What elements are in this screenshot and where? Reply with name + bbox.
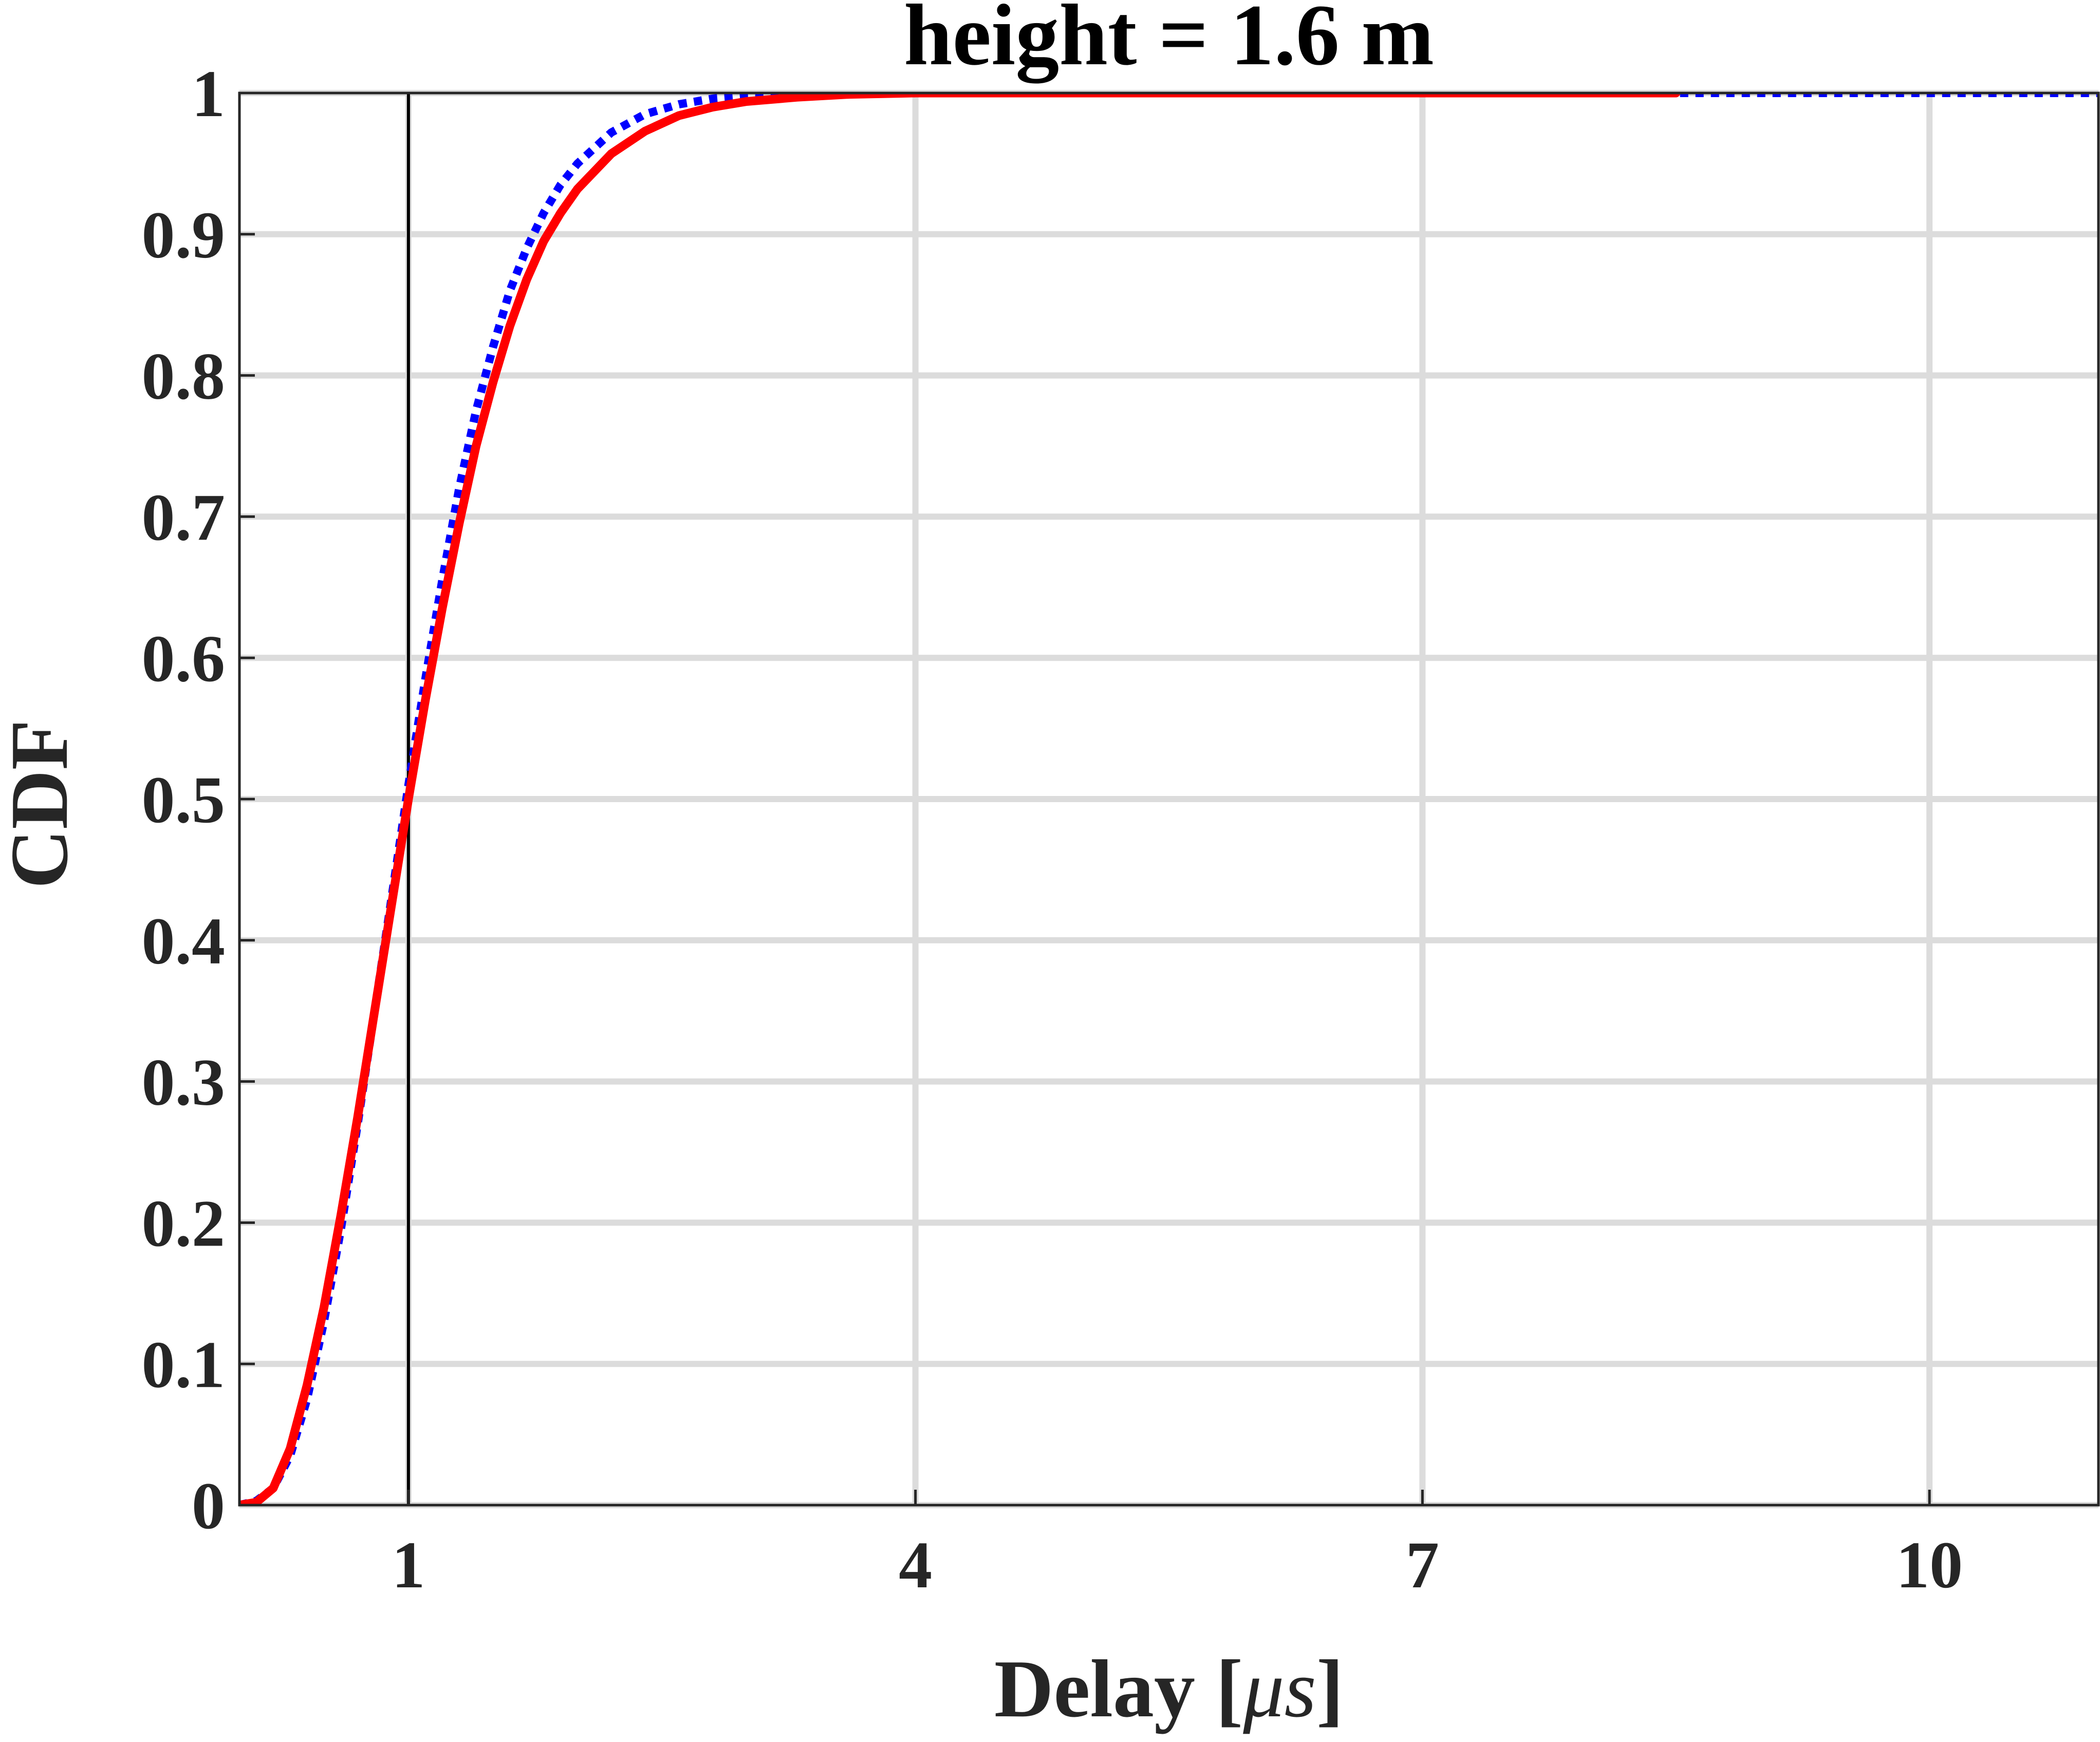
y-axis-label: CDF xyxy=(0,720,85,889)
axis-ticks: 0 0.1 0.2 0.3 0.4 0.5 0.6 0.7 0.8 0.9 1 1 4 7 10 xyxy=(142,57,1963,1602)
chart-title: height = 1.6 m xyxy=(904,0,1434,83)
x-tick-label: 1 xyxy=(392,1528,425,1602)
y-tick-label: 0 xyxy=(192,1469,225,1543)
x-tick-label: 10 xyxy=(1896,1528,1963,1602)
y-tick-label: 1 xyxy=(192,57,225,131)
y-tick-label: 0.6 xyxy=(142,622,226,696)
y-tick-label: 0.7 xyxy=(142,480,226,554)
y-tick-label: 0.2 xyxy=(142,1187,226,1261)
x-axis-unit-close: ] xyxy=(1316,1643,1344,1734)
x-axis-label-text: Delay xyxy=(994,1643,1195,1734)
x-tick-label: 7 xyxy=(1406,1528,1439,1602)
x-axis-unit: μs xyxy=(1242,1643,1316,1734)
y-tick-label: 0.5 xyxy=(142,763,226,837)
y-tick-label: 0.9 xyxy=(142,198,226,272)
x-axis-unit-open: [ xyxy=(1216,1643,1243,1734)
series-line-2 xyxy=(239,93,1681,1505)
series-group xyxy=(239,93,2098,1505)
x-tick-label: 4 xyxy=(899,1528,932,1602)
y-tick-label: 0.4 xyxy=(142,904,226,978)
y-tick-label: 0.8 xyxy=(142,340,226,414)
y-tick-label: 0.1 xyxy=(142,1328,226,1402)
y-tick-label: 0.3 xyxy=(142,1046,226,1120)
x-axis-label: Delay [μs] xyxy=(994,1643,1344,1734)
